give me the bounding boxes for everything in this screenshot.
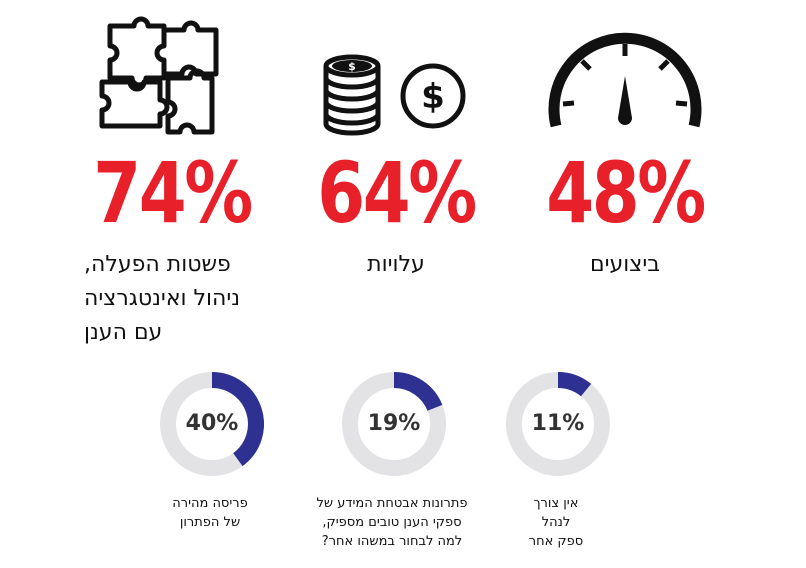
donut-arc-security xyxy=(393,372,443,412)
caption-line: פתרונות אבטחת המידע של xyxy=(316,496,468,511)
speedometer-icon xyxy=(548,32,702,128)
svg-text:$: $ xyxy=(348,60,356,73)
donut-security-value: 19% xyxy=(367,411,421,436)
donut-arc-deploy xyxy=(211,372,264,467)
stat-performance: 48% ביצועים xyxy=(525,0,725,360)
donut-deploy-value: 40% xyxy=(185,411,239,436)
stat-performance-label-line: ביצועים xyxy=(590,252,660,277)
svg-text:$: $ xyxy=(421,77,445,117)
stat-performance-label: ביצועים xyxy=(525,248,725,282)
caption-line: ספק אחר xyxy=(528,534,584,549)
donut-ring xyxy=(160,372,264,476)
donut-no-need: 11% אין צורך לנהל ספק אחר xyxy=(466,372,646,562)
donut-security-caption: פתרונות אבטחת המידע של ספקי הענן טובים מ… xyxy=(292,494,492,551)
donut-no-need-caption: אין צורך לנהל ספק אחר xyxy=(466,494,646,551)
coins-dollar-icon: $ $ xyxy=(323,54,466,136)
stat-costs-label-line: עלויות xyxy=(367,252,425,277)
caption-line: פריסה מהירה xyxy=(172,496,248,511)
donut-deploy-caption: פריסה מהירה של הפתרון xyxy=(120,494,300,532)
stat-costs: $ $ 64% עלויות xyxy=(296,0,496,360)
donut-no-need-value: 11% xyxy=(531,411,585,436)
donut-security: 19% פתרונות אבטחת המידע של ספקי הענן טוב… xyxy=(292,372,492,562)
stat-performance-value: 48% xyxy=(546,144,706,242)
donut-ring xyxy=(506,372,610,476)
puzzle-icon xyxy=(99,16,219,135)
caption-line: של הפתרון xyxy=(179,515,241,530)
donut-ring xyxy=(342,372,446,476)
caption-line: למה לבחור במשהו אחר? xyxy=(321,534,463,549)
donut-arc-no-need xyxy=(557,372,592,397)
caption-line: אין צורך xyxy=(533,496,579,511)
stat-simplicity-value: 74% xyxy=(93,144,253,242)
stat-simplicity-label: פשטות הפעלה, ניהול ואינטגרציה עם הענן xyxy=(84,248,264,350)
stat-simplicity-label-line: ניהול ואינטגרציה xyxy=(84,286,241,311)
stat-simplicity: 74% פשטות הפעלה, ניהול ואינטגרציה עם הענ… xyxy=(72,0,272,360)
stat-simplicity-label-line: עם הענן xyxy=(84,320,163,345)
caption-line: ספקי הענן טובים מספיק, xyxy=(322,515,462,530)
stat-costs-value: 64% xyxy=(317,144,477,242)
stat-costs-label: עלויות xyxy=(296,248,496,282)
stat-simplicity-label-line: פשטות הפעלה, xyxy=(84,252,231,277)
caption-line: לנהל xyxy=(541,515,571,530)
donut-deploy: 40% פריסה מהירה של הפתרון xyxy=(120,372,300,562)
